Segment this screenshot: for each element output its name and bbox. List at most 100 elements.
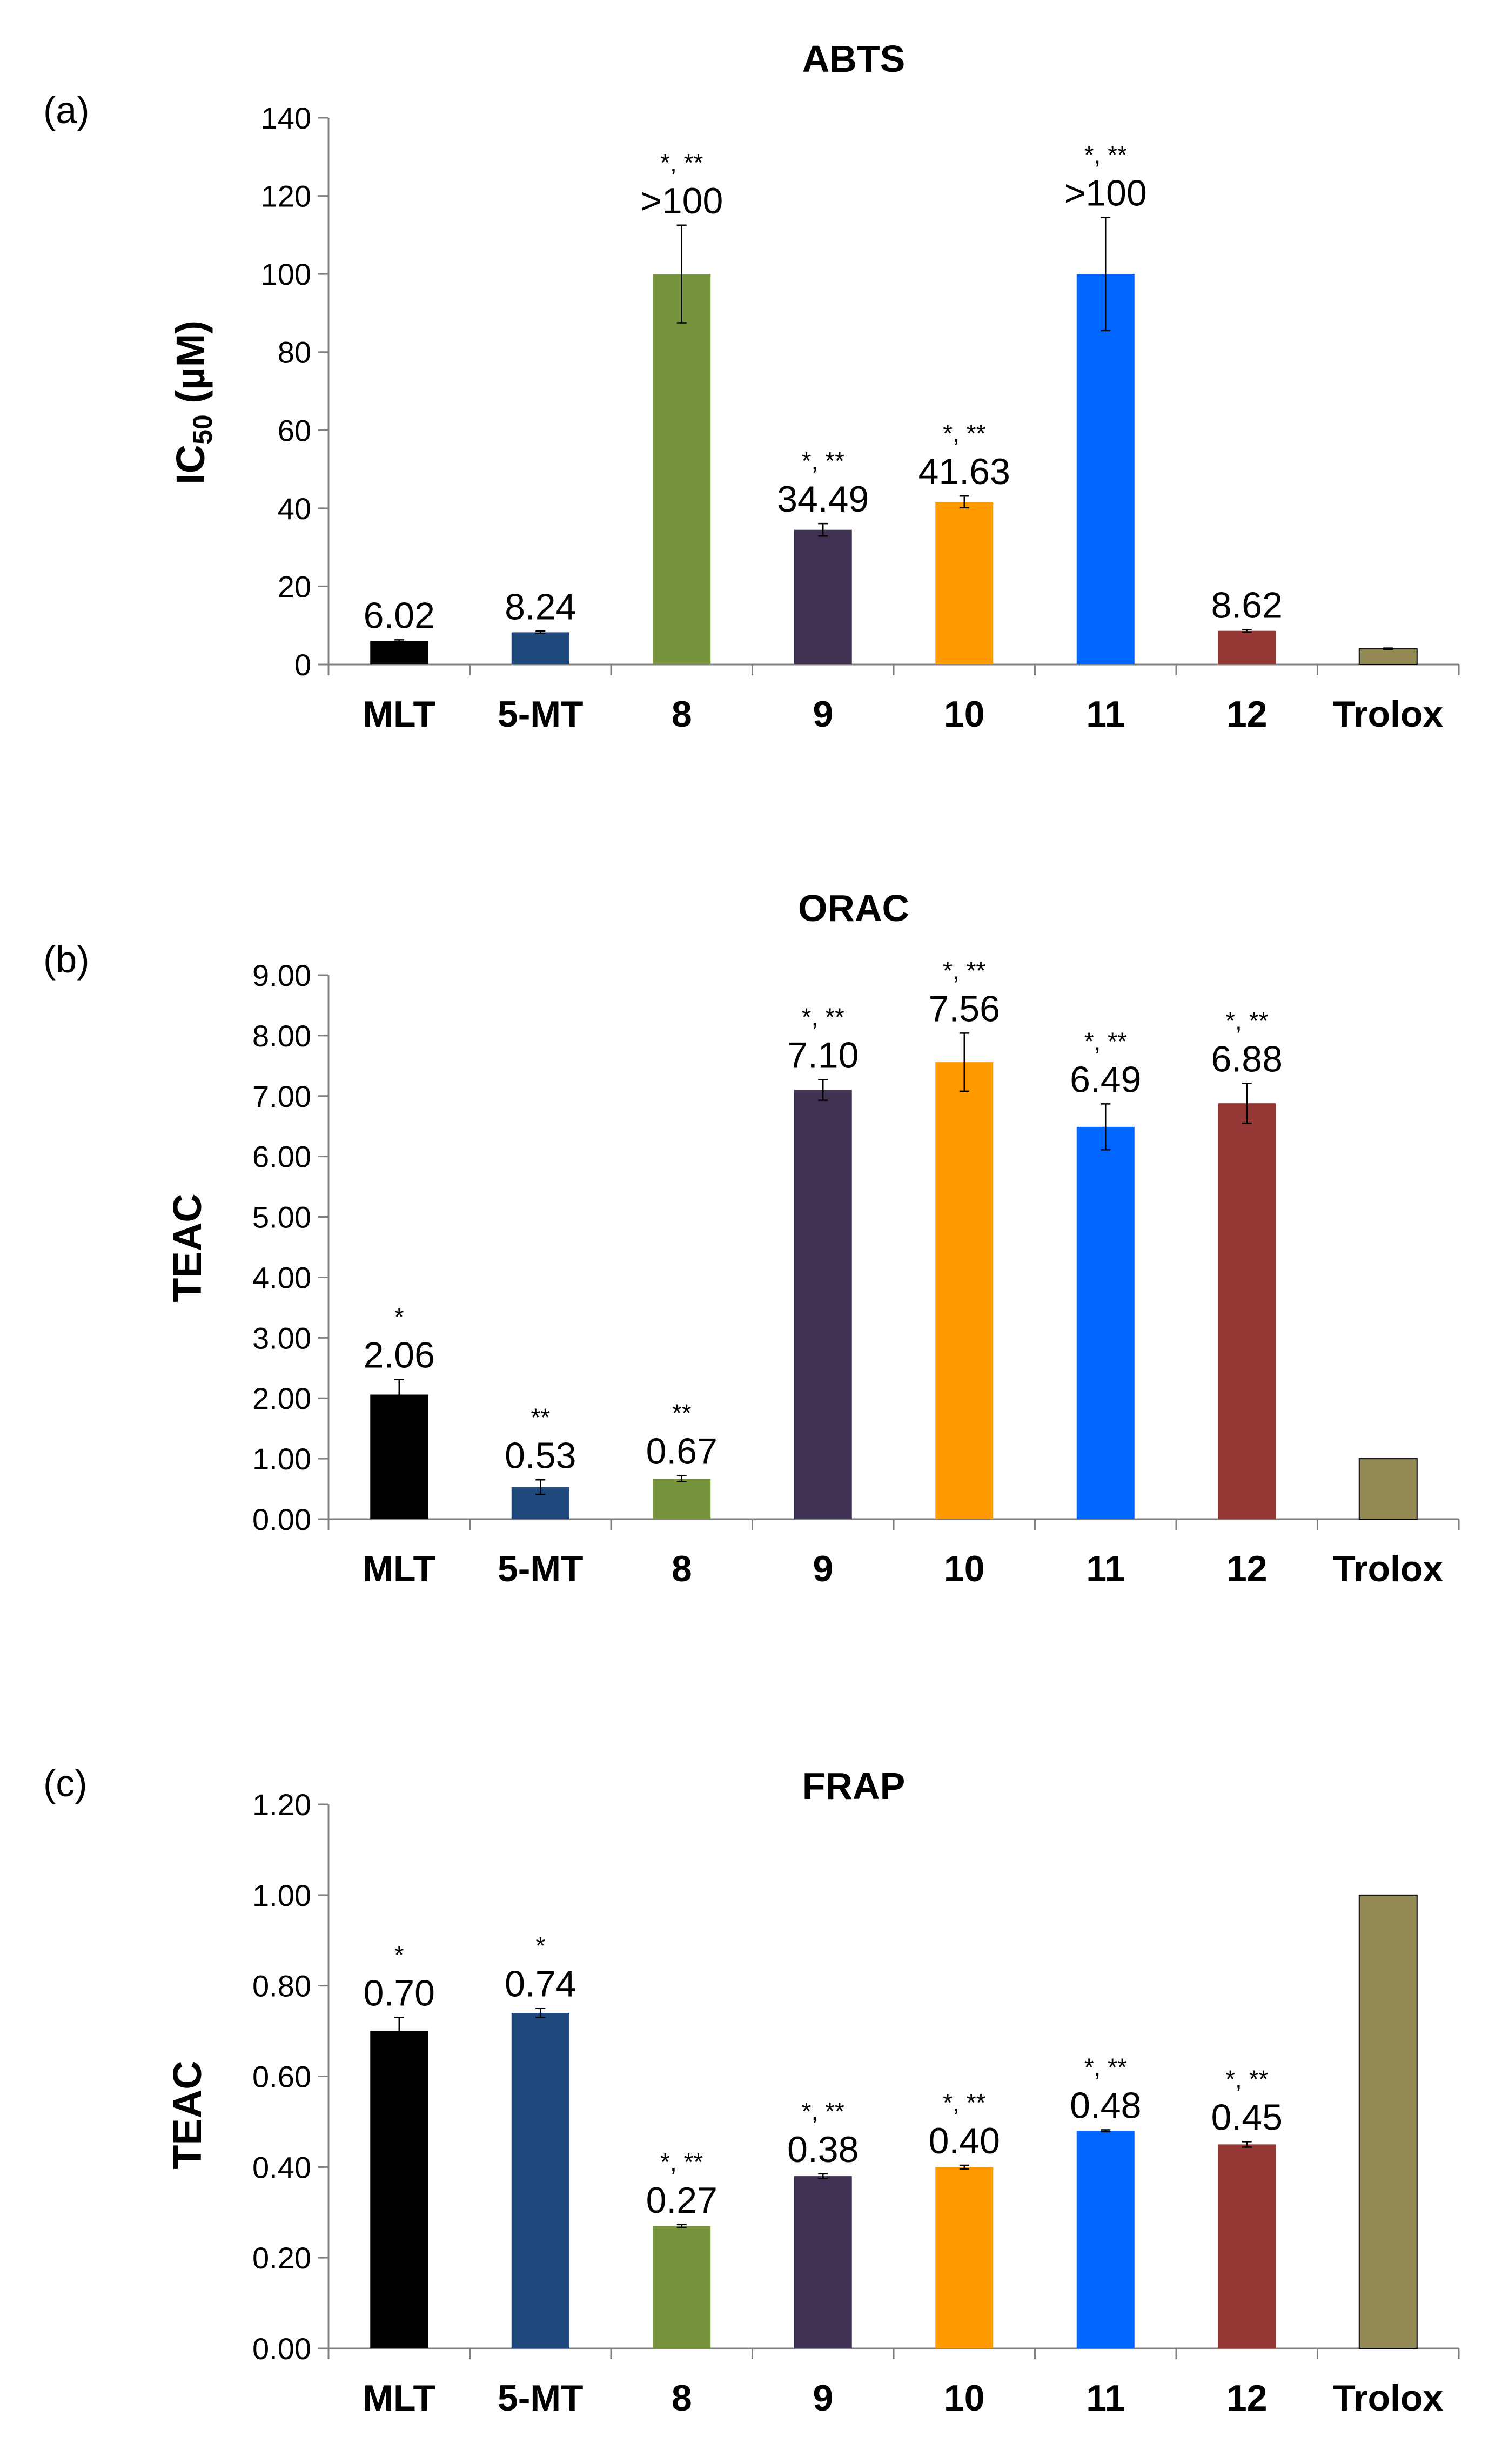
data-label: 0.70 (364, 1972, 435, 2013)
plot-area: 0.00 1.00 2.00 3.00 4.00 5.00 6.00 7.00 8.00 9.00… (252, 956, 1460, 1589)
data-label: 6.49 (1070, 1059, 1141, 1100)
x-tick-label: 8 (672, 2378, 692, 2419)
data-label: 41.63 (918, 451, 1010, 492)
y-tick-label: 120 (261, 179, 311, 213)
x-tick-label: 12 (1226, 2378, 1268, 2419)
significance-label: *, ** (660, 2148, 703, 2176)
data-label: 0.48 (1070, 2085, 1141, 2126)
bar-12 (1218, 630, 1276, 664)
bar-12 (1218, 1103, 1276, 1519)
bar-trolox (1358, 1894, 1418, 2349)
y-tick-label: 20 (278, 569, 311, 603)
bar-mlt (370, 2031, 428, 2348)
significance-label: *, ** (660, 149, 703, 177)
bar-5-mt (511, 632, 569, 664)
bar-trolox (1358, 1458, 1418, 1520)
orac-chart: ORAC (b) TEAC 0.00 1.00 2.00 3.00 4.00 5.00 6.… (43, 887, 1460, 1589)
x-tick-label: MLT (363, 694, 435, 735)
significance-label: *, ** (802, 447, 844, 475)
y-tick-label: 2.00 (252, 1381, 311, 1415)
y-tick-label: 4.00 (252, 1260, 311, 1294)
data-label: >100 (640, 180, 723, 221)
x-tick-label: Trolox (1333, 1548, 1443, 1589)
abts-chart: ABTS (a) IC50 (µM) 0 20 40 60 80 100 120 140 MLT… (43, 38, 1460, 735)
x-tick-label: 11 (1086, 2378, 1125, 2419)
y-axis-label: TEAC (165, 1193, 210, 1302)
y-axis-label: IC50 (µM) (168, 320, 218, 485)
bar-8 (653, 2226, 711, 2348)
y-tick-label: 140 (261, 101, 311, 135)
x-tick-label: 5-MT (498, 694, 584, 735)
y-tick-label: 0.20 (252, 2241, 311, 2275)
x-tick-label: 10 (944, 694, 985, 735)
x-tick-label: 5-MT (498, 2378, 584, 2419)
y-tick-label: 80 (278, 335, 311, 370)
x-tick-label: 9 (813, 694, 833, 735)
significance-label: ** (672, 1399, 692, 1427)
panel-label: (a) (43, 89, 90, 131)
significance-label: * (394, 1303, 404, 1331)
data-label: 0.45 (1211, 2097, 1283, 2138)
bar-trolox (1358, 648, 1418, 665)
x-tick-label: 10 (944, 2378, 985, 2419)
x-tick-label: 12 (1226, 1548, 1268, 1589)
bar-9 (794, 2176, 852, 2348)
bar-9 (794, 1090, 852, 1519)
y-tick-label: 40 (278, 492, 311, 526)
bar-11 (1076, 1126, 1135, 1519)
y-tick-label: 60 (278, 413, 311, 447)
x-tick-label: Trolox (1333, 2378, 1443, 2419)
significance-label: *, ** (1084, 2053, 1127, 2082)
bar-8 (653, 1479, 711, 1519)
data-label: 34.49 (777, 479, 869, 520)
x-tick-label: 11 (1086, 694, 1125, 735)
data-label: 0.27 (646, 2180, 718, 2221)
y-tick-label: 5.00 (252, 1200, 311, 1234)
significance-label: *, ** (1225, 1006, 1268, 1035)
data-label: 2.06 (364, 1335, 435, 1376)
y-axis-label-unit: (µM) (168, 320, 213, 414)
panel-label: (b) (43, 938, 90, 981)
y-tick-label: 0.00 (252, 1502, 311, 1536)
significance-label: *, ** (1084, 140, 1127, 169)
data-label: 0.74 (505, 1964, 576, 2005)
y-tick-label: 0.80 (252, 1969, 311, 2003)
bar-11 (1076, 2131, 1135, 2348)
chart-title: ORAC (798, 887, 909, 929)
significance-label: *, ** (943, 956, 985, 984)
significance-label: *, ** (802, 2097, 844, 2125)
bar-9 (794, 529, 852, 664)
significance-label: *, ** (802, 1003, 844, 1031)
y-tick-label: 0.60 (252, 2060, 311, 2094)
bar-mlt (370, 641, 428, 664)
y-tick-label: 0 (294, 648, 311, 682)
bar-10 (935, 502, 994, 664)
y-tick-label: 9.00 (252, 958, 311, 992)
data-label: >100 (1064, 172, 1147, 213)
x-tick-label: 12 (1226, 694, 1268, 735)
y-tick-label: 3.00 (252, 1321, 311, 1355)
y-tick-label: 100 (261, 257, 311, 291)
x-tick-label: 5-MT (498, 1548, 584, 1589)
frap-chart: FRAP (c) TEAC 0.00 0.20 0.40 0.60 0.80 1.00 1.… (43, 1762, 1460, 2419)
bar-8 (653, 274, 711, 665)
data-label: 6.88 (1211, 1038, 1283, 1079)
significance-label: * (394, 1941, 404, 1969)
data-label: 8.24 (505, 586, 576, 627)
bar-mlt (370, 1394, 428, 1519)
data-label: 0.38 (787, 2129, 859, 2170)
data-label: 7.10 (787, 1035, 859, 1076)
y-tick-label: 6.00 (252, 1140, 311, 1174)
x-tick-label: 9 (813, 2378, 833, 2419)
bar-10 (935, 1062, 994, 1519)
y-tick-label: 0.40 (252, 2150, 311, 2184)
chart-title: FRAP (802, 1765, 906, 1807)
y-tick-label: 0.00 (252, 2332, 311, 2366)
y-axis-label-main: IC (168, 445, 213, 485)
x-tick-label: 8 (672, 694, 692, 735)
chart-title: ABTS (802, 38, 906, 80)
y-axis-label-sub: 50 (187, 414, 218, 445)
significance-label: *, ** (943, 2089, 985, 2117)
data-label: 6.02 (364, 595, 435, 636)
